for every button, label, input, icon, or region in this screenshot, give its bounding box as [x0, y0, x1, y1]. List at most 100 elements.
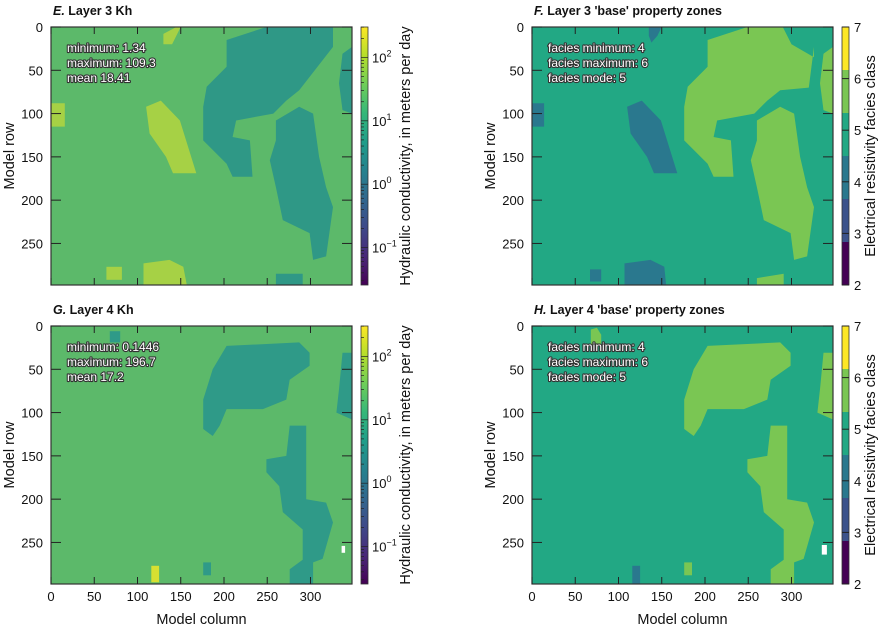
colorbar-tick-label: 3: [854, 525, 861, 540]
colorbar-tick-label: 5: [854, 422, 861, 437]
colorbar-class-swatch: [842, 70, 849, 113]
colorbar-tick-exponent: −1: [386, 538, 396, 548]
y-tick-label: 250: [502, 236, 524, 251]
map-zone: [627, 100, 678, 174]
panel-F: F. Layer 3 'base' property zones 0 50 100 15…: [483, 4, 879, 293]
panel-title-text: Layer 4 'base' property zones: [547, 303, 725, 317]
colorbar-tick-base: 10: [372, 540, 386, 555]
y-tick-label: 0: [517, 319, 524, 334]
y-tick-label: 50: [510, 63, 524, 78]
x-tick-label: 150: [651, 589, 673, 604]
stat-text: facies mode: 5: [548, 71, 626, 85]
colorbar-class-swatch: [842, 199, 849, 242]
y-tick-label: 100: [21, 107, 43, 122]
map-zone: [756, 273, 784, 285]
stat-text: mean 17.2: [67, 370, 124, 384]
colorbar-tick-label: 2: [854, 278, 861, 293]
map-raster: [51, 326, 352, 584]
x-axis-label: Model column: [637, 612, 727, 628]
map-zone: [339, 46, 352, 114]
colorbar-label: Electrical resistivity facies class: [863, 354, 879, 555]
y-tick-label: 100: [502, 107, 524, 122]
y-tick-label: 200: [502, 492, 524, 507]
panel-title-text: Layer 3 Kh: [65, 4, 132, 18]
stat-text: facies mode: 5: [548, 370, 626, 384]
y-tick-label: 0: [517, 20, 524, 35]
colorbar-tick-label: 102: [372, 48, 391, 65]
panel-G: G. Layer 4 Kh0 50 100 150 200 250 300050100150…: [2, 303, 414, 628]
panel-title-text: Layer 4 Kh: [66, 303, 133, 317]
colorbar-tick-label: 4: [854, 175, 861, 190]
colorbar-tick-base: 10: [372, 50, 386, 65]
panel-title-text: Layer 3 'base' property zones: [544, 4, 722, 18]
colorbar-class-swatch: [842, 326, 849, 369]
map-zone: [151, 565, 160, 583]
x-tick-label: 250: [256, 589, 278, 604]
y-tick-label: 250: [502, 535, 524, 550]
x-tick-label: 0: [528, 589, 535, 604]
y-tick-label: 0: [36, 319, 43, 334]
plot-frame: [531, 26, 834, 286]
x-tick-label: 50: [568, 589, 582, 604]
colorbar-tick-base: 10: [372, 476, 386, 491]
colorbar-class-swatch: [842, 27, 849, 70]
panel-letter: E.: [53, 4, 65, 18]
map-zone: [684, 562, 692, 576]
colorbar-tick-exponent: 0: [386, 474, 391, 484]
map-zone: [532, 103, 545, 127]
y-axis-label: Model row: [2, 122, 18, 189]
map-zone: [203, 27, 333, 177]
stat-text: minimum: 0.1446: [67, 340, 159, 354]
stat-text: maximum: 109.3: [67, 56, 156, 70]
panel-title: F. Layer 3 'base' property zones: [534, 4, 722, 18]
x-tick-label: 100: [608, 589, 630, 604]
y-tick-label: 250: [21, 236, 43, 251]
stat-text: maximum: 196.7: [67, 355, 156, 369]
x-tick-label: 100: [127, 589, 149, 604]
x-tick-label: 150: [170, 589, 192, 604]
stat-text: minimum: 1.34: [67, 41, 146, 55]
panel-letter: H.: [534, 303, 547, 317]
stat-text: facies minimum: 4: [548, 340, 645, 354]
colorbar-tick-label: 6: [854, 371, 861, 386]
colorbar-tick-label: 2: [854, 577, 861, 592]
map-raster: [532, 326, 833, 584]
map-raster: [51, 27, 352, 285]
map-raster: [532, 27, 833, 285]
panel-letter: G.: [53, 303, 66, 317]
colorbar-gradient: [360, 325, 369, 585]
map-zone: [632, 565, 641, 584]
map-zone: [747, 425, 814, 584]
stat-text: facies maximum: 6: [548, 56, 648, 70]
colorbar-label: Hydraulic conductivity, in meters per da…: [398, 325, 414, 585]
y-tick-label: 200: [21, 193, 43, 208]
x-tick-label: 200: [694, 589, 716, 604]
colorbar-tick-exponent: 2: [386, 347, 391, 357]
colorbar-class-swatch: [842, 541, 849, 584]
map-zone: [341, 545, 346, 553]
map-zone: [146, 100, 197, 174]
map-zone: [648, 27, 662, 43]
y-tick-label: 150: [21, 449, 43, 464]
map-zone: [624, 259, 667, 285]
x-tick-label: 0: [47, 589, 54, 604]
y-tick-label: 150: [21, 150, 43, 165]
colorbar-class-swatch: [842, 113, 849, 156]
panel-title: E. Layer 3 Kh: [53, 4, 132, 18]
colorbar-tick-label: 6: [854, 72, 861, 87]
y-axis-label: Model row: [483, 122, 499, 189]
colorbar-tick-exponent: 1: [386, 411, 391, 421]
colorbar-class-swatch: [842, 455, 849, 498]
map-zone: [109, 331, 121, 343]
y-tick-label: 150: [502, 449, 524, 464]
map-zone: [590, 327, 602, 345]
colorbar-label: Hydraulic conductivity, in meters per da…: [398, 26, 414, 286]
map-zone: [203, 342, 310, 436]
panel-title: H. Layer 4 'base' property zones: [534, 303, 725, 317]
y-axis-label: Model row: [483, 421, 499, 488]
plot-frame: [50, 26, 353, 286]
colorbar-tick-exponent: 0: [386, 175, 391, 185]
map-zone: [275, 273, 303, 285]
